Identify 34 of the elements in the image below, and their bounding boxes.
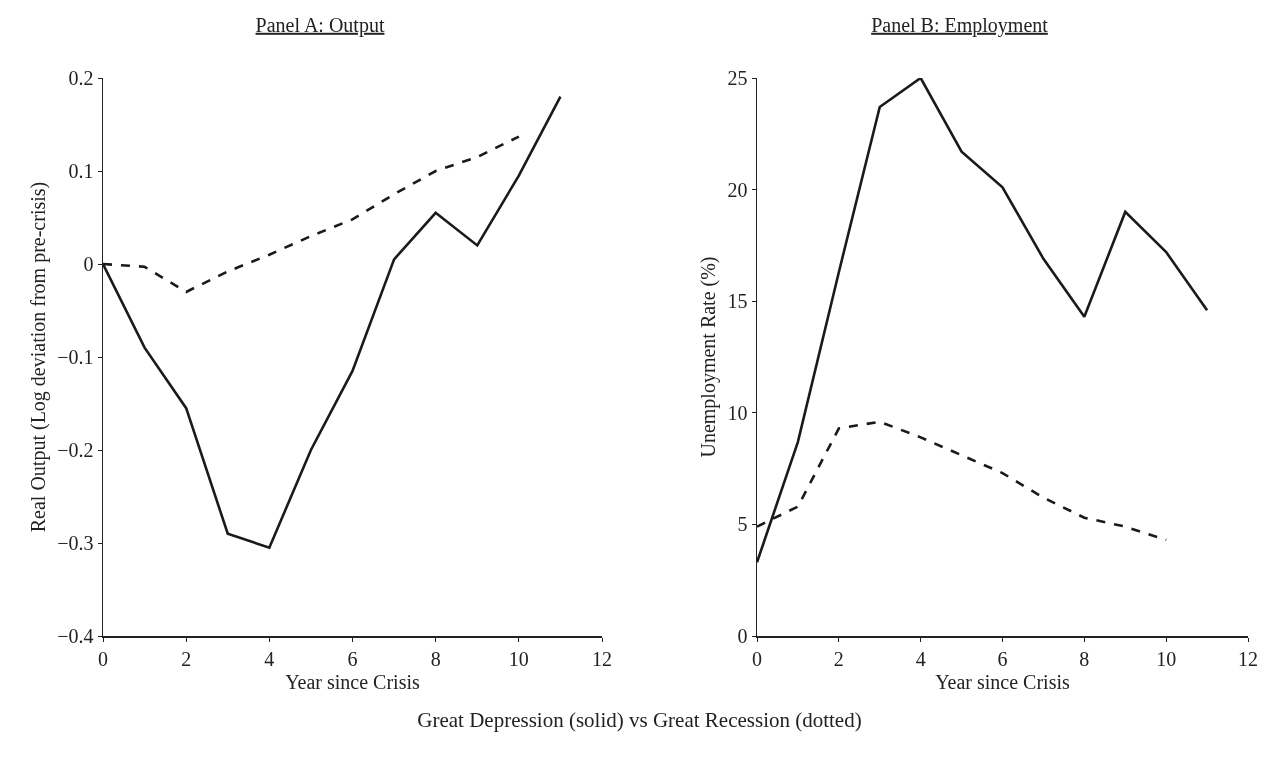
y-tick-label: 20 bbox=[727, 178, 748, 201]
x-tick-label: 12 bbox=[592, 647, 612, 670]
x-tick-label: 4 bbox=[915, 647, 926, 670]
y-tick-label: 0.2 bbox=[68, 67, 94, 89]
chart-title: Panel B: Employment bbox=[871, 13, 1049, 37]
x-axis-title: Year since Crisis bbox=[285, 670, 421, 693]
x-tick-label: 2 bbox=[181, 647, 192, 670]
x-tick-label: 8 bbox=[430, 647, 441, 670]
y-tick-label: −0.2 bbox=[57, 439, 94, 461]
x-tick-label: 0 bbox=[98, 647, 108, 670]
x-tick-label: 10 bbox=[1156, 647, 1177, 670]
x-axis-title: Year since Crisis bbox=[935, 670, 1071, 693]
y-tick-label: −0.3 bbox=[57, 532, 94, 554]
x-tick-label: 12 bbox=[1238, 647, 1258, 670]
y-tick-label: 0.1 bbox=[68, 160, 94, 182]
x-tick-label: 6 bbox=[997, 647, 1008, 670]
x-tick-label: 2 bbox=[833, 647, 844, 670]
y-tick-label: 0 bbox=[83, 253, 94, 275]
x-tick-label: 8 bbox=[1079, 647, 1090, 670]
y-tick-label: 0 bbox=[737, 625, 748, 647]
x-tick-label: 6 bbox=[347, 647, 358, 670]
x-tick-label: 0 bbox=[752, 647, 762, 670]
y-tick-label: 25 bbox=[727, 67, 748, 89]
y-axis-title: Unemployment Rate (%) bbox=[697, 256, 721, 458]
x-tick-label: 4 bbox=[264, 647, 275, 670]
y-tick-label: 5 bbox=[737, 513, 748, 536]
y-tick-label: −0.4 bbox=[57, 625, 94, 647]
y-tick-label: 10 bbox=[727, 401, 748, 424]
y-axis-title: Real Output (Log deviation from pre-crisis) bbox=[26, 181, 50, 533]
y-tick-label: 15 bbox=[727, 290, 748, 313]
y-tick-label: −0.1 bbox=[57, 346, 94, 368]
text: Great Depression (solid) vs Great Recession (dotted) bbox=[416, 708, 863, 733]
chart-title: Panel A: Output bbox=[255, 13, 385, 37]
x-tick-label: 10 bbox=[508, 647, 529, 670]
